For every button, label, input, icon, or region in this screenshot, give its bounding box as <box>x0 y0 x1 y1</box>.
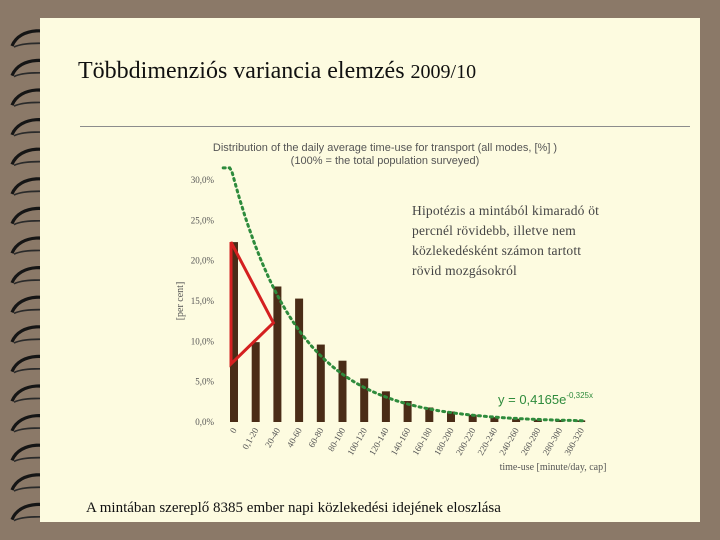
x-tick-label: 60-80 <box>306 426 325 450</box>
bar <box>468 414 477 422</box>
bar <box>447 411 455 422</box>
x-tick-label: 300-320 <box>562 426 586 457</box>
x-tick-label: 120-140 <box>367 426 391 457</box>
x-tick-label: 100-120 <box>345 426 369 457</box>
chart-title-line-2: (100% = the total population surveyed) <box>291 155 480 167</box>
slide <box>40 18 700 522</box>
bar <box>555 419 564 422</box>
y-tick-label: 5,0% <box>195 377 214 387</box>
hypothesis-triangle <box>229 241 276 368</box>
trendline-equation-exponent: -0,325x <box>566 391 593 400</box>
bar <box>381 391 390 422</box>
y-tick-label: 15,0% <box>191 296 215 306</box>
x-tick-label: 80-100 <box>326 426 348 454</box>
x-tick-label: 280-300 <box>541 426 565 457</box>
slide-title: Többdimenziós variancia elemzés 2009/10 <box>78 58 476 85</box>
y-tick-label: 0,0% <box>195 417 214 427</box>
x-tick-label: 220-240 <box>475 426 499 457</box>
bar <box>273 286 282 422</box>
bar <box>425 407 434 422</box>
bar <box>316 344 325 422</box>
title-divider <box>80 126 690 127</box>
slide-title-text: Többdimenziós variancia elemzés <box>78 58 405 84</box>
slide-caption: A mintában szereplő 8385 ember napi közl… <box>86 500 501 516</box>
x-axis-label: time-use [minute/day, cap] <box>500 462 607 473</box>
slide-title-year: 2009/10 <box>410 61 477 83</box>
x-tick-label: 160-180 <box>410 426 434 457</box>
trendline-equation: y = 0,4165e-0,325x <box>498 391 593 407</box>
x-tick-label: 240-260 <box>497 426 521 457</box>
y-tick-label: 20,0% <box>191 256 215 266</box>
y-tick-label: 10,0% <box>191 336 215 346</box>
hypothesis-line-2: percnél rövidebb, illetve nem <box>412 223 576 238</box>
x-tick-label: 0 <box>228 426 239 435</box>
bar <box>512 418 521 422</box>
x-tick-label: 140-160 <box>389 426 413 457</box>
y-axis-label: [per cent] <box>175 282 186 321</box>
hypothesis-line-3: közlekedésként számon tartott <box>412 243 582 258</box>
bar <box>338 360 347 422</box>
trendline <box>221 166 587 423</box>
x-tick-label: 180-200 <box>432 426 456 457</box>
y-tick-label: 30,0% <box>191 175 215 185</box>
y-tick-label: 25,0% <box>191 215 215 225</box>
x-tick-label: 200-220 <box>454 426 478 457</box>
x-tick-label: 0,1-20 <box>240 426 261 452</box>
x-tick-label: 40-60 <box>285 426 304 450</box>
x-tick-label: 260-280 <box>519 426 543 457</box>
hypothesis-line-4: rövid mozgásokról <box>412 263 518 278</box>
x-tick-label: 20-40 <box>263 426 282 450</box>
bar <box>295 298 304 422</box>
trendline-equation-base: y = 0,4165e <box>498 392 566 407</box>
bar <box>403 401 412 422</box>
bar <box>251 342 260 422</box>
chart-title-line-1: Distribution of the daily average time-u… <box>213 142 557 154</box>
bar <box>360 378 369 422</box>
bar <box>230 242 238 422</box>
hypothesis-line-1: Hipotézis a mintából kimaradó öt <box>412 203 600 218</box>
hypothesis-note: Hipotézis a mintából kimaradó öt percnél… <box>412 201 642 281</box>
bar <box>490 417 499 422</box>
